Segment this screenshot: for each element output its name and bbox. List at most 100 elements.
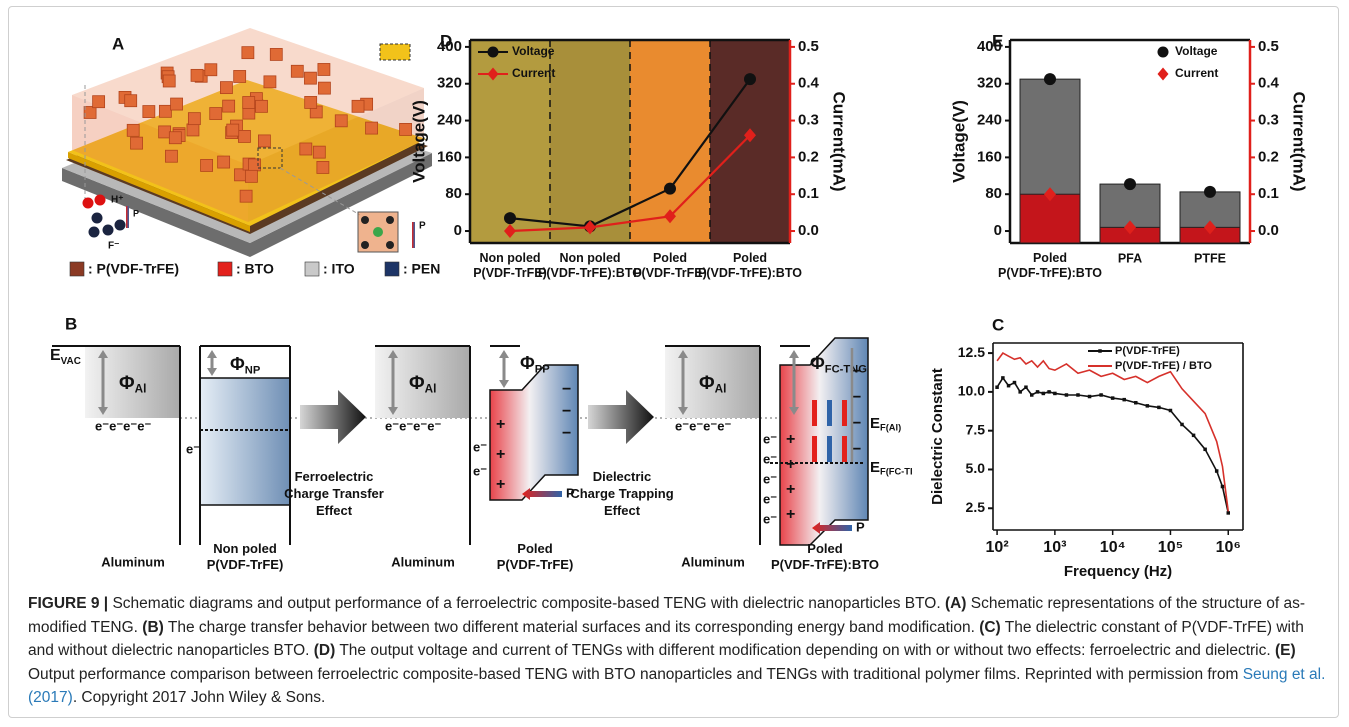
data-marker (488, 47, 499, 58)
data-marker (1158, 47, 1169, 58)
legend-label: : P(VDF-TrFE) (88, 261, 179, 277)
data-marker (1007, 384, 1011, 388)
data-marker (1221, 485, 1225, 489)
x-tick-label: 10⁴ (1100, 539, 1126, 556)
polarization-label: P (419, 221, 426, 232)
polarization-arrow (126, 206, 129, 228)
data-marker (995, 385, 999, 389)
nanoparticle (270, 48, 282, 60)
legend-label: P(VDF-TrFE) / BTO (1115, 360, 1212, 372)
x-tick-label: 10³ (1043, 539, 1066, 556)
work-function-label: ΦPP (520, 353, 550, 376)
material-label: Non poledP(VDF-TrFE) (207, 541, 284, 572)
text-line: Poled (807, 541, 842, 556)
nanoparticle (317, 161, 329, 173)
material-label: PoledP(VDF-TrFE):BTO (771, 541, 879, 572)
caption-plain: . Copyright 2017 John Wiley & Sons. (73, 689, 325, 706)
nanoparticle (127, 124, 139, 136)
charge-minus: − (852, 389, 861, 406)
data-marker (1044, 73, 1056, 85)
nanoparticle (258, 135, 270, 147)
x-tick-label: PoledP(VDF-TrFE):BTO (998, 251, 1102, 280)
y2-tick-label: 0.3 (798, 112, 819, 129)
work-function-label: ΦNP (230, 354, 261, 377)
data-marker (1053, 392, 1057, 396)
electron: e⁻ (763, 511, 777, 526)
nanoparticle (291, 65, 303, 77)
charge-minus: − (852, 363, 861, 380)
polarization-label: P (856, 519, 865, 534)
caption-bold: FIGURE 9 | (28, 595, 108, 612)
text-line: Poled (517, 541, 552, 556)
subscript: F(Al) (880, 423, 901, 433)
data-marker (1088, 395, 1092, 399)
charge-plus: + (496, 416, 505, 433)
y2-tick-label: 0.0 (798, 222, 819, 239)
material-label: Aluminum (681, 554, 745, 569)
dipole-stripe (812, 436, 817, 462)
subscript: Al (135, 383, 147, 396)
nanoparticle (125, 95, 137, 107)
y2-tick-label: 0.1 (798, 185, 819, 202)
polarization-arrow (412, 222, 415, 248)
nanoparticle (191, 69, 203, 81)
electron: e⁻ (473, 439, 487, 454)
data-marker (1018, 390, 1022, 394)
electron: e⁻ (763, 471, 777, 486)
polarization-label: P (133, 208, 139, 218)
y-tick-label: 160 (977, 148, 1002, 165)
nanoparticle (218, 156, 230, 168)
y-tick-label: 5.0 (966, 460, 986, 476)
data-marker (1215, 469, 1219, 473)
caption-plain: The charge transfer behavior between two… (164, 619, 979, 636)
data-marker (1226, 511, 1230, 514)
data-marker (1001, 376, 1005, 380)
text-line: Dielectric (593, 469, 652, 484)
subscript: Al (715, 383, 727, 396)
x-tick-label: 10² (986, 539, 1009, 556)
y-tick-label: 10.0 (958, 383, 985, 399)
data-marker (1146, 404, 1150, 408)
polymer-band (200, 378, 290, 505)
atom (361, 241, 369, 249)
text-line: Charge Trapping (570, 486, 673, 501)
data-marker (1204, 186, 1216, 198)
text-line: Non poled (559, 251, 620, 265)
arrow-head (499, 350, 509, 358)
atom (103, 225, 114, 236)
nanoparticle (210, 108, 222, 120)
atom (386, 216, 394, 224)
atom (95, 195, 106, 206)
arrow-head (207, 350, 217, 358)
symbol: Φ (699, 373, 715, 394)
legend-label: : BTO (236, 261, 274, 277)
panel-label: A (112, 34, 124, 53)
text-line: Ferroelectric (295, 469, 374, 484)
caption-plain: Schematic diagrams and output performanc… (108, 595, 945, 612)
arrow-head (789, 350, 799, 358)
polarization-arrow (522, 488, 562, 500)
charge-minus: − (852, 441, 861, 458)
y2-tick-label: 0.4 (1258, 75, 1280, 92)
y-axis-title: Voltage(V) (409, 100, 428, 183)
y-axis-title: Dielectric Constant (929, 368, 946, 505)
charge-plus: + (496, 476, 505, 493)
symbol: E (870, 415, 880, 432)
atom (92, 213, 103, 224)
data-marker (1042, 392, 1046, 396)
nanoparticle (335, 115, 347, 127)
atom (83, 198, 94, 209)
symbol: Φ (409, 373, 425, 394)
nanoparticle (234, 70, 246, 82)
material-label: PoledP(VDF-TrFE) (497, 541, 574, 572)
nanoparticle (201, 159, 213, 171)
charge-plus: + (786, 506, 795, 523)
electron: e⁻ (763, 451, 777, 466)
nanoparticle (165, 150, 177, 162)
data-marker (1065, 393, 1069, 397)
y-tick-label: 160 (437, 148, 462, 165)
nanoparticle (242, 47, 254, 59)
electron: e⁻ (763, 491, 777, 506)
legend-swatch (385, 262, 399, 276)
